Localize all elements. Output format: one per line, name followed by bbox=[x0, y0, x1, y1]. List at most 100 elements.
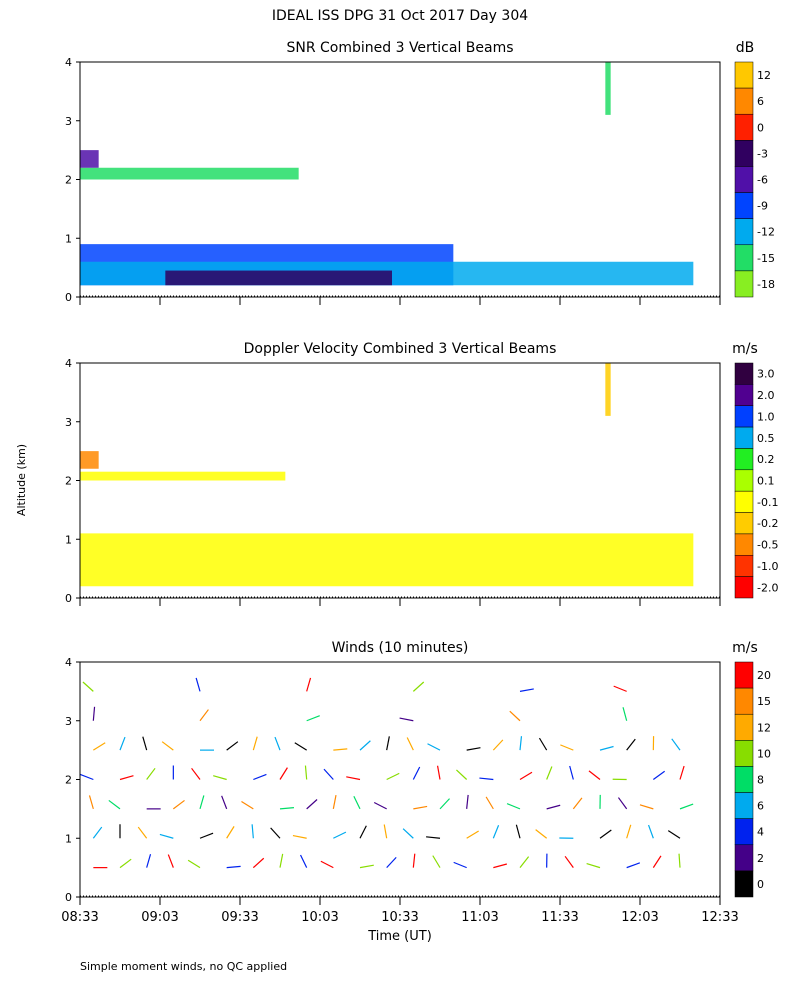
wind-barb bbox=[564, 855, 574, 868]
wind-barb bbox=[274, 736, 281, 751]
wind-barb bbox=[519, 688, 534, 692]
wind-barb bbox=[466, 794, 469, 809]
wind-barb bbox=[546, 804, 561, 810]
colorbar-label: 0.1 bbox=[757, 475, 775, 488]
colorbar-label: -18 bbox=[757, 278, 775, 291]
wind-barb bbox=[386, 772, 400, 781]
wind-barb bbox=[279, 853, 284, 868]
colorbar-swatch bbox=[734, 533, 754, 556]
wind-barb bbox=[427, 743, 441, 751]
heatmap-region bbox=[80, 471, 286, 481]
wind-barb bbox=[412, 853, 416, 868]
wind-barb bbox=[306, 799, 318, 810]
x-tick-label: 09:33 bbox=[221, 910, 258, 925]
wind-barb bbox=[599, 829, 612, 839]
wind-barb bbox=[406, 737, 414, 751]
wind-barb bbox=[346, 776, 361, 781]
y-tick-label: 4 bbox=[65, 56, 72, 69]
colorbar-swatch bbox=[734, 687, 754, 715]
colorbar-label: 4 bbox=[757, 826, 764, 839]
colorbar-label: 0 bbox=[757, 878, 764, 891]
colorbar-label: 20 bbox=[757, 669, 771, 682]
y-tick-label: 3 bbox=[65, 416, 72, 429]
wind-barb bbox=[456, 769, 468, 780]
wind-barb bbox=[671, 738, 681, 751]
wind-barb bbox=[159, 833, 174, 839]
wind-barb bbox=[306, 677, 312, 692]
colorbar-swatch bbox=[734, 766, 754, 793]
wind-barb bbox=[199, 832, 214, 839]
colorbar-swatch bbox=[734, 140, 754, 167]
wind-barb bbox=[647, 824, 654, 839]
colorbar-label: -0.2 bbox=[757, 517, 778, 530]
colorbar-swatch bbox=[734, 740, 754, 767]
wind-barb bbox=[413, 805, 428, 810]
wind-barb bbox=[412, 681, 425, 692]
snr-panel-title: SNR Combined 3 Vertical Beams bbox=[286, 40, 513, 56]
wind-barb bbox=[359, 864, 374, 869]
colorbar-label: 2.0 bbox=[757, 389, 775, 402]
wind-barb bbox=[88, 795, 94, 810]
wind-barb bbox=[167, 854, 174, 868]
y-tick-label: 2 bbox=[65, 174, 72, 187]
wind-barb bbox=[569, 765, 574, 780]
panel-1: 0 1 2 3 4 3.0 2.0 1.0 0.5 0.2 0.1 -0.1 -0.2 -0.5 -1.0 -… bbox=[65, 357, 778, 606]
wind-barb bbox=[479, 777, 494, 781]
colorbar-label: 0 bbox=[757, 121, 764, 134]
colorbar-swatch bbox=[734, 792, 754, 819]
colorbar-label: -9 bbox=[757, 200, 768, 213]
plot-layer: 012341260-3-6-9-12-15-18012343.02.01.00.… bbox=[61, 56, 778, 925]
y-tick-label: 1 bbox=[65, 232, 72, 245]
y-tick-label: 0 bbox=[65, 891, 72, 904]
wind-barb bbox=[613, 685, 627, 692]
wind-barb bbox=[535, 829, 548, 839]
colorbar-label: 10 bbox=[757, 747, 771, 760]
colorbar-label: 3.0 bbox=[757, 368, 775, 381]
wind-barb bbox=[679, 803, 694, 810]
wind-barb bbox=[515, 824, 521, 839]
wind-barb bbox=[241, 800, 254, 810]
y-axis-label: Altitude (km) bbox=[15, 444, 28, 516]
wind-barb bbox=[333, 831, 347, 839]
colorbar-swatch bbox=[734, 405, 754, 428]
x-tick-label: 11:33 bbox=[541, 910, 578, 925]
colorbar-label: -15 bbox=[757, 252, 775, 265]
colorbar-label: 2 bbox=[757, 852, 764, 865]
wind-barb bbox=[253, 773, 267, 781]
y-tick-label: 1 bbox=[65, 832, 72, 845]
colorbar-label: 12 bbox=[757, 721, 771, 734]
heatmap-region bbox=[80, 533, 694, 587]
wind-barb bbox=[626, 862, 641, 869]
colorbar-swatch bbox=[734, 244, 754, 272]
wind-barb bbox=[678, 853, 681, 868]
wind-barb bbox=[626, 824, 632, 839]
colorbar-label: -2.0 bbox=[757, 581, 778, 594]
x-tick-label: 12:33 bbox=[701, 910, 738, 925]
wind-barb bbox=[626, 738, 636, 751]
wind-barb bbox=[426, 836, 441, 839]
wind-barb bbox=[80, 773, 94, 781]
colorbar-swatch bbox=[734, 661, 754, 689]
wind-barb bbox=[679, 765, 685, 780]
colorbar-label: -12 bbox=[757, 226, 775, 239]
wind-barb bbox=[359, 740, 371, 751]
colorbar-swatch bbox=[734, 426, 754, 449]
wind-barb bbox=[304, 765, 308, 780]
wind-barb bbox=[142, 736, 148, 751]
wind-barb bbox=[306, 715, 320, 722]
y-tick-label: 4 bbox=[65, 656, 72, 669]
wind-barb bbox=[93, 742, 106, 751]
wind-barb bbox=[333, 748, 348, 751]
wind-barb bbox=[172, 799, 185, 810]
colorbar-swatch bbox=[734, 870, 754, 898]
main-title: IDEAL ISS DPG 31 Oct 2017 Day 304 bbox=[272, 8, 528, 24]
colorbar-label: 12 bbox=[757, 69, 771, 82]
colorbar-swatch bbox=[734, 87, 754, 115]
wind-barb bbox=[652, 855, 662, 868]
wind-barb bbox=[226, 865, 241, 869]
wind-barb bbox=[667, 830, 681, 839]
wind-barb bbox=[538, 737, 548, 751]
wind-barb bbox=[373, 801, 387, 810]
